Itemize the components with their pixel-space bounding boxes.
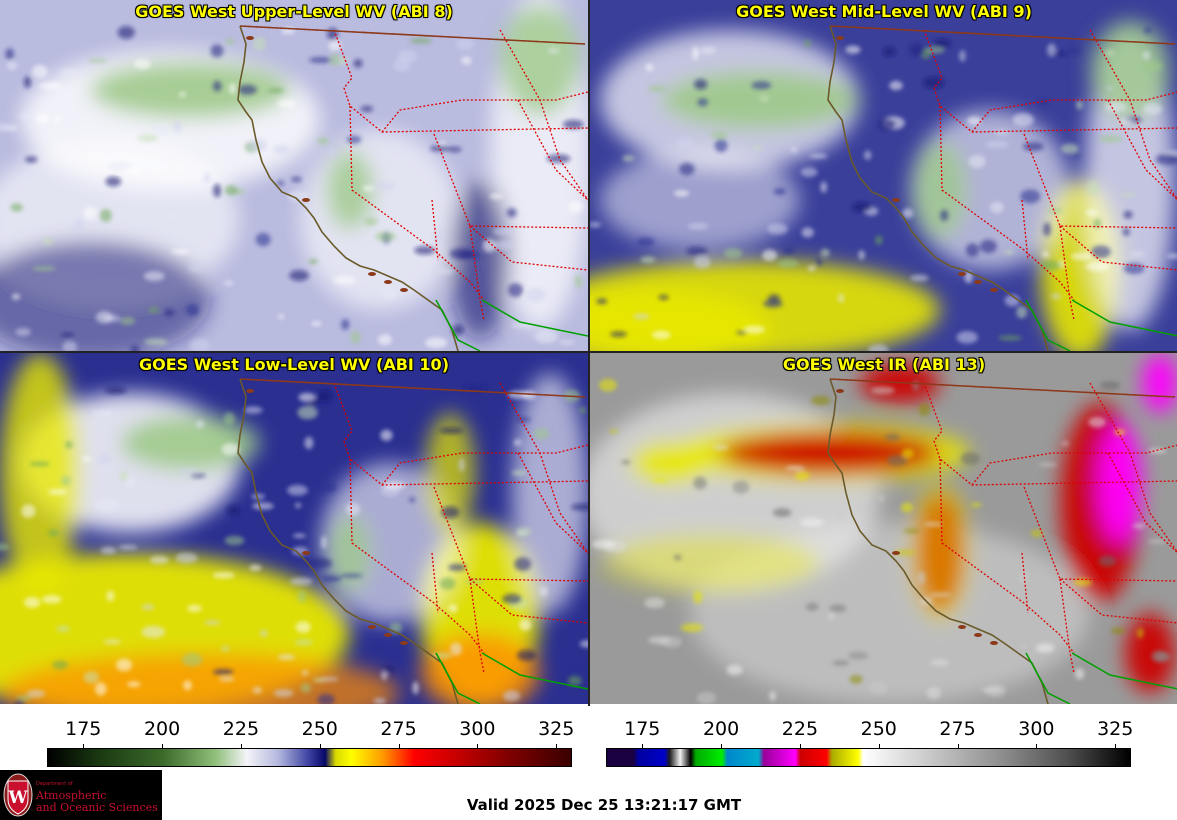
svg-text:W: W <box>7 788 28 808</box>
colorbar-tick-mark <box>240 744 242 749</box>
valid-time: Valid 2025 Dec 25 13:21:17 GMT <box>466 796 742 814</box>
uw-aos-logo: W Department of Atmospheric and Oceanic … <box>0 770 162 820</box>
panel-upper-level-wv: GOES West Upper-Level WV (ABI 8) <box>0 0 588 351</box>
colorbar-tick-mark <box>1115 744 1117 749</box>
colorbar-tick-mark <box>878 744 880 749</box>
colorbar-tick-label: 250 <box>301 718 338 740</box>
satellite-image-low-level-wv <box>0 353 588 704</box>
colorbar-tick-label: 250 <box>860 718 897 740</box>
colorbar-tick-mark <box>556 744 558 749</box>
colorbar-tick-label: 325 <box>538 718 575 740</box>
panel-title: GOES West IR (ABI 13) <box>782 355 986 374</box>
colorbar-tick-mark <box>319 744 321 749</box>
colorbar-wv: 175 200 225 250 275 300 325 <box>47 706 575 770</box>
panel-title: GOES West Upper-Level WV (ABI 8) <box>135 2 453 21</box>
colorbar-tick-mark <box>83 744 85 749</box>
colorbar-tick-label: 175 <box>624 718 661 740</box>
colorbar-tick-label: 200 <box>143 718 181 740</box>
panel-low-level-wv: GOES West Low-Level WV (ABI 10) <box>0 353 588 704</box>
colorbar-ir: 175 200 225 250 275 300 325 <box>606 706 1134 770</box>
colorbar-tick-mark <box>1036 744 1038 749</box>
colorbar-tick-mark <box>398 744 400 749</box>
panel-ir: GOES West IR (ABI 13) <box>590 353 1177 704</box>
satellite-image-upper-level-wv <box>0 0 588 351</box>
colorbar-tick-mark <box>162 744 164 749</box>
colorbar-tick-label: 225 <box>222 718 260 740</box>
colorbar-wv-gradient <box>47 748 572 767</box>
colorbar-tick-mark <box>642 744 644 749</box>
colorbar-tick-label: 225 <box>781 718 819 740</box>
colorbar-tick-mark <box>477 744 479 749</box>
colorbar-tick-mark <box>721 744 723 749</box>
colorbar-tick-label: 325 <box>1097 718 1134 740</box>
colorbar-tick-label: 300 <box>459 718 496 740</box>
colorbar-tick-label: 200 <box>702 718 740 740</box>
satellite-image-ir <box>590 353 1177 704</box>
colorbar-tick-label: 300 <box>1018 718 1055 740</box>
uw-crest-icon: W <box>3 773 33 817</box>
colorbar-tick-label: 275 <box>939 718 976 740</box>
colorbar-tick-label: 175 <box>65 718 102 740</box>
satellite-image-mid-level-wv <box>590 0 1177 351</box>
panel-separator-vertical <box>588 0 590 706</box>
panel-title: GOES West Mid-Level WV (ABI 9) <box>736 2 1032 21</box>
colorbar-tick-mark <box>957 744 959 749</box>
logo-line1: Atmospheric <box>36 789 107 802</box>
panel-mid-level-wv: GOES West Mid-Level WV (ABI 9) <box>590 0 1177 351</box>
logo-department: Department of <box>36 781 73 787</box>
panel-title: GOES West Low-Level WV (ABI 10) <box>138 355 449 374</box>
colorbar-tick-label: 275 <box>380 718 417 740</box>
colorbar-tick-mark <box>799 744 801 749</box>
logo-line2: and Oceanic Sciences <box>36 801 158 814</box>
colorbar-ir-gradient <box>606 748 1131 767</box>
